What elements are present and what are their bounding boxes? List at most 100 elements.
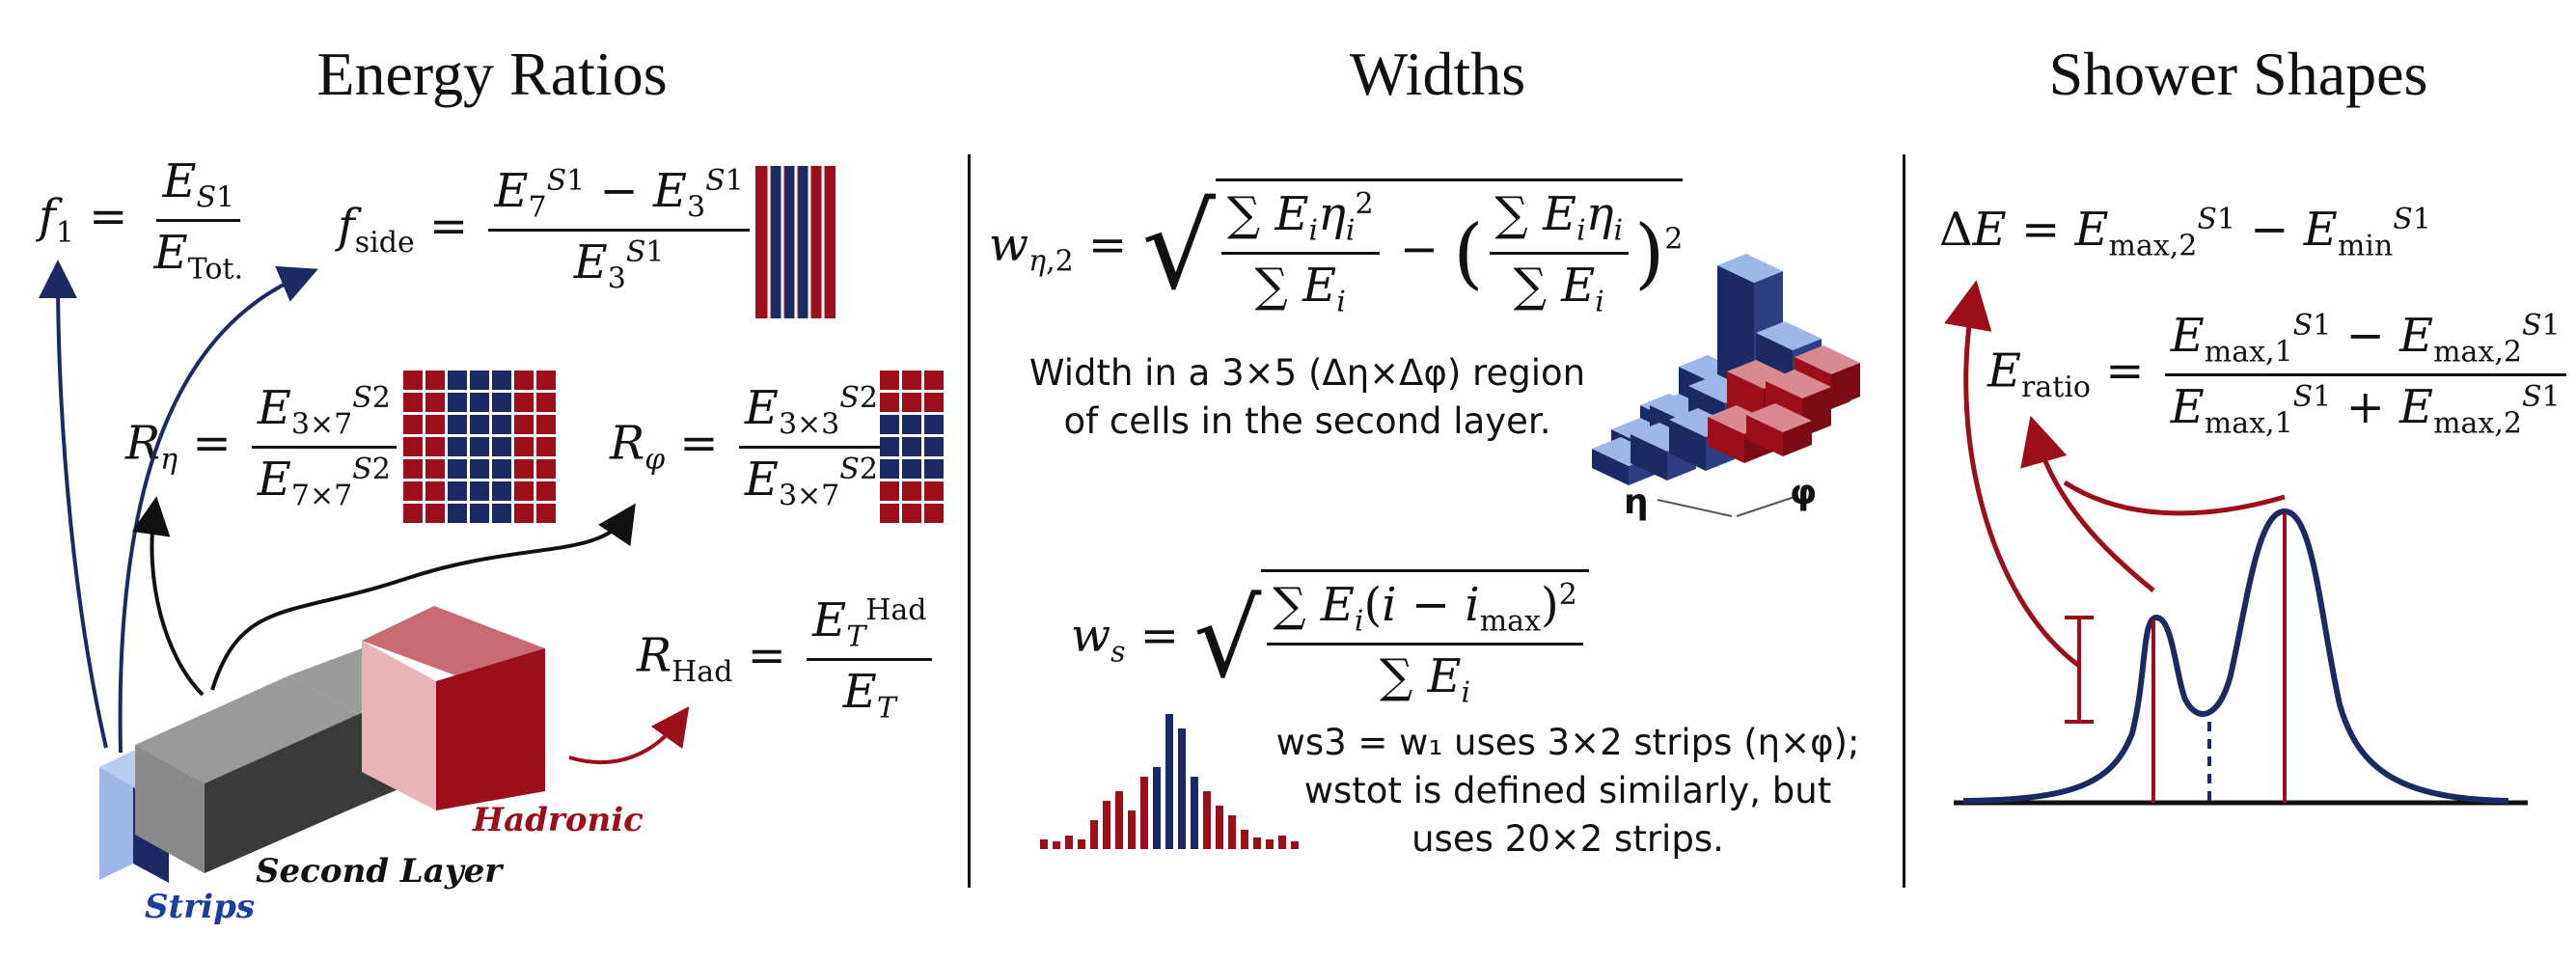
reta-grid-cell xyxy=(470,415,489,434)
rphi-grid-cell xyxy=(902,415,921,434)
reta-grid-cell xyxy=(425,504,445,523)
ws-description: ws3 = w₁ uses 3×2 strips (η×φ); wstot is… xyxy=(1269,719,1867,864)
arrow-to-deltaE xyxy=(1944,280,2081,669)
strip-bar xyxy=(1115,791,1123,849)
strips-face xyxy=(99,751,133,880)
reta-grid-cell xyxy=(425,393,445,412)
reta-grid-cell xyxy=(514,481,534,501)
strip-bar xyxy=(1278,836,1286,849)
reta-grid-cell xyxy=(514,415,534,434)
reta-grid-cell xyxy=(470,393,489,412)
reta-grid-cell xyxy=(514,459,534,479)
reta-grid-cell xyxy=(448,371,467,390)
rphi-grid-cell xyxy=(924,504,944,523)
deltaE-equation: ΔE = Emax,2S1 − EminS1 xyxy=(1939,203,2431,263)
strip-bar xyxy=(1053,841,1060,849)
strip-bar xyxy=(1216,806,1223,849)
reta-grid-cell xyxy=(514,437,534,456)
strip-bar xyxy=(1165,714,1173,849)
strip-bar xyxy=(1191,777,1198,849)
bar3d-top xyxy=(1766,370,1831,398)
reta-grid-cell xyxy=(514,504,534,523)
arrow-to-fside xyxy=(118,265,318,754)
reta-grid-cell xyxy=(536,371,556,390)
rphi-grid-cell xyxy=(880,459,899,479)
reta-grid-cell xyxy=(492,415,511,434)
reta-grid-cell xyxy=(403,481,423,501)
reta-grid-cell xyxy=(492,371,511,390)
strip-bar xyxy=(1291,841,1299,849)
shower-curve xyxy=(1962,508,2509,804)
reta-grid-cell xyxy=(470,481,489,501)
hadronic-label: Hadronic xyxy=(473,801,644,839)
reta-grid-cell xyxy=(448,481,467,501)
rhad-equation: RHad = ETHad ET xyxy=(637,593,938,725)
reta-grid-cell xyxy=(403,393,423,412)
ws-strip-histogram xyxy=(1040,714,1299,849)
strip-bar xyxy=(1241,830,1248,849)
reta-grid-cell xyxy=(536,504,556,523)
fside-equation: fside = E7S1 − E3S1 E3S1 xyxy=(338,164,755,295)
rphi-grid-cell xyxy=(902,371,921,390)
reta-grid-cell xyxy=(536,481,556,501)
phi-axis xyxy=(1736,496,1795,517)
reta-grid-cell xyxy=(492,504,511,523)
rphi-grid-cell xyxy=(902,481,921,501)
column-divider-left xyxy=(968,154,971,888)
rphi-grid-cell xyxy=(924,481,944,501)
eratio-equation: Eratio = Emax,1S1 − Emax,2S1 Emax,1S1 + E… xyxy=(1987,309,2572,440)
reta-grid-cell xyxy=(514,371,534,390)
ws-equation: ws = √ ∑ Ei(i − imax)2 ∑ Ei xyxy=(1071,569,1589,709)
rphi-grid-cell xyxy=(924,393,944,412)
strip-bar xyxy=(1153,767,1161,849)
rphi-equation: Rφ = E3×3S2 E3×7S2 xyxy=(610,381,890,512)
reta-grid-cell xyxy=(492,437,511,456)
bar3d-front xyxy=(1592,449,1629,485)
reta-grid-cell xyxy=(403,415,423,434)
arrow-to-f1 xyxy=(39,260,108,749)
reta-grid-cell xyxy=(448,504,467,523)
reta-grid-cell xyxy=(403,437,423,456)
eta-axis-label: η xyxy=(1624,482,1649,522)
arrow-to-eratio xyxy=(2020,415,2155,592)
ws-desc-line1: ws3 = w₁ uses 3×2 strips (η×φ); xyxy=(1275,722,1860,763)
bar3d-front xyxy=(1746,415,1783,456)
rphi-grid-cell xyxy=(880,415,899,434)
arrow-to-reta xyxy=(131,496,205,697)
reta-grid-cell xyxy=(470,459,489,479)
reta-grid-cell xyxy=(403,371,423,390)
reta-grid-cell xyxy=(514,393,534,412)
reta-grid-cell xyxy=(536,459,556,479)
detector-illustration xyxy=(99,606,545,883)
rphi-grid-cell xyxy=(880,481,899,501)
rphi-grid-cell xyxy=(880,393,899,412)
reta-grid-cell xyxy=(536,415,556,434)
second-layer-label: Second Layer xyxy=(256,852,503,891)
strip-bar xyxy=(1103,801,1110,849)
strip-bar xyxy=(1228,815,1236,849)
reta-grid-cell xyxy=(448,437,467,456)
rphi-grid-cell xyxy=(880,437,899,456)
strip-bar xyxy=(1090,820,1098,849)
bar3d-front xyxy=(1631,434,1667,480)
arrow-to-rhad xyxy=(568,705,690,764)
strips-label: Strips xyxy=(145,888,256,926)
energy-ratios-title: Energy Ratios xyxy=(316,40,668,108)
bar3d-front xyxy=(1708,417,1744,463)
reta-grid-cell xyxy=(492,393,511,412)
widths-title: Widths xyxy=(1349,40,1526,108)
rphi-grid-cell xyxy=(902,393,921,412)
fside-strips-icon xyxy=(755,166,836,318)
reta-grid-cell xyxy=(536,393,556,412)
rphi-grid-cell xyxy=(924,371,944,390)
weta2-equation: wη,2 = √ ∑ Eiηi2 ∑ Ei − (∑ Eiηi ∑ Ei)2 xyxy=(989,178,1684,318)
reta-equation: Rη = E3×7S2 E7×7S2 xyxy=(125,381,402,512)
reta-grid-cell xyxy=(425,415,445,434)
bar3d-top xyxy=(1756,321,1822,350)
reta-grid-icon xyxy=(403,371,556,523)
reta-grid-cell xyxy=(425,481,445,501)
strip-bar xyxy=(1128,810,1136,849)
reta-grid-cell xyxy=(425,371,445,390)
